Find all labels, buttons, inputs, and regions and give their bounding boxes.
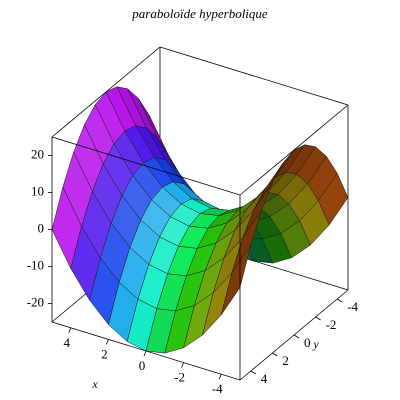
z-tick-label: 20 xyxy=(31,146,44,161)
z-tick-label: 0 xyxy=(38,220,45,235)
x-tick xyxy=(143,350,147,357)
z-tick-label: -10 xyxy=(27,257,44,272)
surface-patch xyxy=(220,245,252,316)
z-tick-label: -20 xyxy=(27,294,44,309)
y-tick-label: 0 xyxy=(304,335,311,350)
x-tick-label: 0 xyxy=(139,358,146,373)
y-tick xyxy=(293,334,300,339)
x-tick xyxy=(218,374,222,380)
surface xyxy=(51,86,349,354)
y-tick-label: 2 xyxy=(282,353,289,368)
box-edge xyxy=(239,104,349,196)
box-edge xyxy=(51,136,241,196)
x-tick xyxy=(106,339,109,345)
chart-title: paraboloïde hyperbolique xyxy=(131,6,268,21)
y-tick xyxy=(336,298,343,303)
y-tick xyxy=(250,370,257,375)
x-axis-label: x xyxy=(91,377,98,391)
x-tick-label: -2 xyxy=(174,370,185,385)
x-tick-label: 4 xyxy=(64,335,71,350)
y-tick xyxy=(315,316,321,321)
y-tick-label: 4 xyxy=(261,371,268,386)
x-tick-label: 2 xyxy=(101,346,108,361)
y-axis-label: y xyxy=(312,337,319,351)
y-tick-label: -4 xyxy=(347,299,358,314)
x-tick xyxy=(181,362,184,368)
x-tick xyxy=(68,327,72,333)
z-tick-label: 10 xyxy=(31,183,44,198)
y-tick xyxy=(272,352,278,357)
x-tick-label: -4 xyxy=(212,381,223,396)
box-edge xyxy=(159,46,349,106)
y-tick-label: -2 xyxy=(326,317,337,332)
box-edge xyxy=(51,46,161,138)
